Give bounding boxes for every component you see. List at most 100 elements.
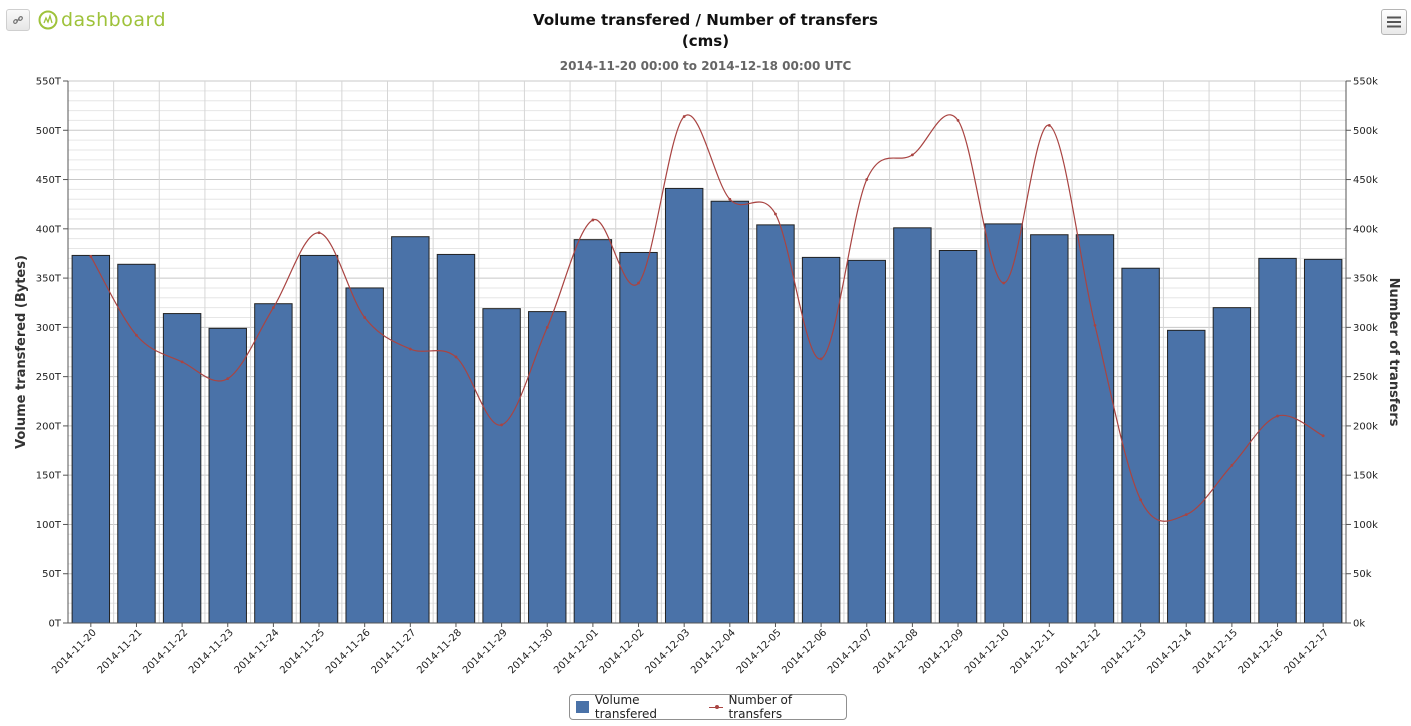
x-tick-label: 2014-11-27 [370,627,419,676]
line-series [89,114,1325,522]
transfers-point [910,153,914,157]
transfers-point [1321,434,1325,438]
legend-item-volume[interactable]: Volume transfered [576,693,697,721]
bar [117,263,156,624]
y-tick-label-left: 550T [36,77,62,88]
legend-label-volume: Volume transfered [594,693,658,721]
y-tick-label-right: 450k [1353,175,1378,186]
y-tick-label-left: 350T [36,274,62,285]
transfers-point [135,333,138,337]
bar [482,308,521,624]
axes: 0T 50T 100T 150T 200T 250T 300T 350T 400T 450T 500… [14,77,1401,677]
y-tick-label-right: 100k [1353,520,1378,531]
x-tick-label: 2014-11-25 [278,627,327,676]
y-tick-label-left: 100T [36,520,62,531]
x-tick-label: 2014-12-09 [917,627,966,676]
bar [1121,267,1160,624]
x-tick-label: 2014-12-10 [963,627,1012,676]
transfers-point [454,355,458,359]
y-tick-label-right: 150k [1353,471,1378,482]
transfers-point [1093,323,1097,327]
logo-icon [38,10,58,30]
link-icon [13,16,23,24]
transfers-point [728,197,732,201]
link-button[interactable] [6,9,30,31]
bar [254,303,293,624]
transfers-point [1002,281,1006,285]
y-tick-label-right: 200k [1353,421,1378,432]
transfers-point [89,255,93,258]
x-tick-label: 2014-12-04 [689,627,738,676]
x-tick-label: 2014-11-20 [50,627,99,676]
transfers-point [1139,498,1143,502]
bar [1075,234,1115,624]
y-tick-label-right: 300k [1353,323,1378,334]
transfers-point [1276,414,1279,418]
bar [436,253,476,624]
legend-item-transfers[interactable]: Number of transfers [708,693,840,721]
transfers-point [180,360,184,364]
y-tick-label-left: 300T [36,323,62,334]
y-tick-label-right: 0k [1353,619,1365,630]
y-tick-label-left: 200T [36,421,62,432]
menu-icon [1387,16,1401,28]
x-tick-label: 2014-11-21 [96,627,145,676]
y-tick-label-right: 250k [1353,372,1378,383]
bar-series [71,187,1343,624]
bar [1258,257,1297,624]
x-tick-label: 2014-12-08 [872,627,921,676]
x-tick-label: 2014-12-07 [826,627,875,676]
x-tick-label: 2014-12-05 [735,627,784,676]
transfers-point [363,316,367,319]
y-tick-label-right: 350k [1353,274,1378,285]
chart-subtitle: 2014-11-20 00:00 to 2014-12-18 00:00 UTC [559,59,852,73]
bar [710,200,750,624]
chart-title-line1: Volume transfered / Number of transfers [533,11,878,29]
transfers-point [637,281,640,285]
chart-menu-button[interactable] [1381,9,1407,35]
legend-swatch-bar [576,701,589,713]
bar [1030,234,1069,624]
legend: Volume transfered Number of transfers [569,693,847,721]
bar [938,249,978,624]
bar [801,256,841,624]
x-tick-label: 2014-12-02 [598,627,647,676]
transfers-point [226,377,230,381]
transfers-line [90,114,1324,522]
bar [299,254,339,624]
legend-label-transfers: Number of transfers [728,693,793,721]
transfers-point [500,423,504,427]
transfers-point [1184,513,1188,516]
y-tick-label-left: 150T [36,471,62,482]
transfers-point [956,119,960,122]
y-tick-label-left: 0T [49,619,62,630]
bar [162,313,202,624]
transfers-point [774,212,777,216]
x-tick-label: 2014-11-26 [324,627,373,676]
grid [67,80,1347,624]
y-tick-label-left: 500T [36,126,62,137]
y-tick-label-left: 400T [36,224,62,235]
transfers-point [865,178,869,181]
x-tick-label: 2014-11-30 [506,627,555,676]
x-tick-label: 2014-12-01 [552,627,601,676]
x-tick-label: 2014-12-14 [1145,627,1194,676]
bar [984,223,1023,624]
y-tick-label-right: 50k [1353,569,1372,580]
y-tick-label-left: 250T [36,372,62,383]
transfers-point [1230,463,1234,467]
bar [573,239,613,624]
logo-text: dashboard [61,9,167,31]
transfers-point [591,218,595,222]
x-tick-label: 2014-11-22 [141,627,190,676]
bar [847,259,886,624]
bar [208,327,247,624]
x-tick-label: 2014-11-29 [461,627,510,676]
transfers-point [545,325,549,329]
plot-area [68,81,1346,623]
bar [71,254,111,624]
y-tick-label-left: 50T [42,569,62,580]
bar [391,236,430,624]
x-tick-label: 2014-12-12 [1054,627,1103,676]
